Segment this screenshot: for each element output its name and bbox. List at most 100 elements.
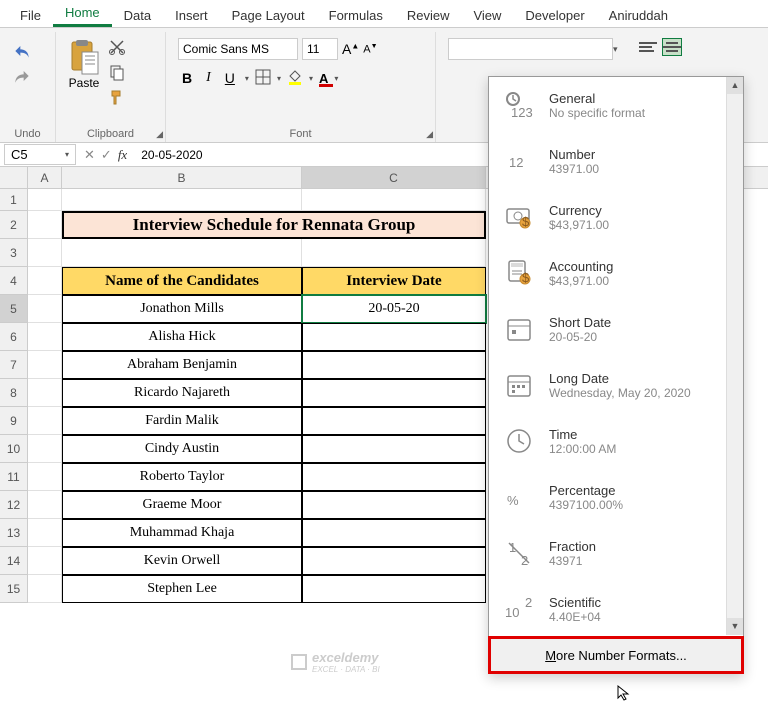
row-header[interactable]: 5 [0, 295, 28, 323]
name-box-dropdown-icon[interactable]: ▾ [65, 150, 69, 159]
num-format-number[interactable]: 12Number43971.00 [489, 133, 743, 189]
decrease-font-icon[interactable]: A▼ [363, 43, 377, 56]
scroll-up-icon[interactable]: ▲ [727, 77, 743, 94]
num-format-time[interactable]: Time12:00:00 AM [489, 413, 743, 469]
cell[interactable] [28, 295, 62, 323]
italic-button[interactable]: I [202, 68, 215, 88]
header-date[interactable]: Interview Date [302, 267, 486, 295]
cell[interactable] [28, 189, 62, 211]
cell[interactable] [28, 519, 62, 547]
row-header[interactable]: 15 [0, 575, 28, 603]
tab-data[interactable]: Data [112, 4, 163, 27]
cell[interactable] [28, 323, 62, 351]
row-header[interactable]: 12 [0, 491, 28, 519]
interview-date[interactable] [302, 491, 486, 519]
font-name-input[interactable] [178, 38, 298, 60]
cut-icon[interactable] [108, 38, 126, 59]
candidate-name[interactable]: Stephen Lee [62, 575, 302, 603]
fill-color-icon[interactable] [287, 69, 303, 88]
cell[interactable] [28, 435, 62, 463]
cell[interactable] [28, 379, 62, 407]
cell[interactable] [28, 491, 62, 519]
tab-page-layout[interactable]: Page Layout [220, 4, 317, 27]
bold-button[interactable]: B [178, 68, 196, 88]
align-middle-icon[interactable] [662, 38, 682, 56]
borders-icon[interactable] [255, 69, 271, 88]
cell[interactable] [62, 239, 302, 267]
row-header[interactable]: 3 [0, 239, 28, 267]
copy-icon[interactable] [108, 63, 126, 84]
font-color-dropdown-icon[interactable]: ▾ [334, 74, 338, 83]
candidate-name[interactable]: Roberto Taylor [62, 463, 302, 491]
num-format-percent[interactable]: %Percentage4397100.00% [489, 469, 743, 525]
scroll-down-icon[interactable]: ▼ [727, 618, 743, 635]
underline-dropdown-icon[interactable]: ▾ [245, 74, 249, 83]
col-header-a[interactable]: A [28, 167, 62, 188]
select-all-corner[interactable] [0, 167, 28, 188]
row-header[interactable]: 14 [0, 547, 28, 575]
number-format-input[interactable] [449, 40, 612, 58]
interview-date[interactable] [302, 407, 486, 435]
number-format-dropdown-icon[interactable]: ▾ [612, 44, 618, 55]
candidate-name[interactable]: Ricardo Najareth [62, 379, 302, 407]
cell[interactable] [302, 189, 486, 211]
interview-date[interactable] [302, 547, 486, 575]
row-header[interactable]: 2 [0, 211, 28, 239]
row-header[interactable]: 6 [0, 323, 28, 351]
row-header[interactable]: 7 [0, 351, 28, 379]
underline-button[interactable]: U [221, 68, 239, 88]
num-format-shortdate[interactable]: Short Date20-05-20 [489, 301, 743, 357]
borders-dropdown-icon[interactable]: ▾ [277, 74, 281, 83]
fx-icon[interactable]: fx [118, 147, 127, 163]
tab-file[interactable]: File [8, 4, 53, 27]
interview-date[interactable] [302, 435, 486, 463]
col-header-c[interactable]: C [302, 167, 486, 188]
row-header[interactable]: 11 [0, 463, 28, 491]
header-name[interactable]: Name of the Candidates [62, 267, 302, 295]
row-header[interactable]: 13 [0, 519, 28, 547]
num-format-accounting[interactable]: $Accounting$43,971.00 [489, 245, 743, 301]
name-box[interactable]: C5 ▾ [4, 144, 76, 165]
tab-home[interactable]: Home [53, 1, 112, 27]
clipboard-dialog-launcher[interactable]: ◢ [156, 129, 163, 140]
num-format-scientific[interactable]: 102Scientific4.40E+04 [489, 581, 743, 637]
candidate-name[interactable]: Kevin Orwell [62, 547, 302, 575]
cell[interactable] [28, 267, 62, 295]
candidate-name[interactable]: Jonathon Mills [62, 295, 302, 323]
cell[interactable] [302, 239, 486, 267]
row-header[interactable]: 9 [0, 407, 28, 435]
candidate-name[interactable]: Graeme Moor [62, 491, 302, 519]
tab-formulas[interactable]: Formulas [317, 4, 395, 27]
interview-date[interactable]: 20-05-20 [302, 295, 486, 323]
num-format-general[interactable]: 123GeneralNo specific format [489, 77, 743, 133]
row-header[interactable]: 4 [0, 267, 28, 295]
num-format-longdate[interactable]: Long DateWednesday, May 20, 2020 [489, 357, 743, 413]
dropdown-scrollbar[interactable]: ▲ ▼ [726, 77, 743, 635]
format-painter-icon[interactable] [108, 88, 126, 109]
interview-date[interactable] [302, 379, 486, 407]
tab-developer[interactable]: Developer [513, 4, 596, 27]
cell[interactable] [28, 239, 62, 267]
row-header[interactable]: 8 [0, 379, 28, 407]
num-format-fraction[interactable]: 12Fraction43971 [489, 525, 743, 581]
tab-view[interactable]: View [461, 4, 513, 27]
fill-color-dropdown-icon[interactable]: ▾ [309, 74, 313, 83]
title-cell[interactable]: Interview Schedule for Rennata Group [62, 211, 486, 239]
cell[interactable] [28, 351, 62, 379]
cell[interactable] [28, 407, 62, 435]
candidate-name[interactable]: Muhammad Khaja [62, 519, 302, 547]
paste-button[interactable]: Paste [64, 34, 104, 94]
interview-date[interactable] [302, 351, 486, 379]
interview-date[interactable] [302, 323, 486, 351]
cancel-formula-icon[interactable]: ✕ [84, 147, 95, 163]
increase-font-icon[interactable]: A▲ [342, 41, 359, 57]
candidate-name[interactable]: Abraham Benjamin [62, 351, 302, 379]
cell[interactable] [28, 547, 62, 575]
align-top-icon[interactable] [638, 38, 658, 56]
row-header[interactable]: 1 [0, 189, 28, 211]
candidate-name[interactable]: Alisha Hick [62, 323, 302, 351]
cell[interactable] [28, 575, 62, 603]
cell[interactable] [62, 189, 302, 211]
cell[interactable] [28, 211, 62, 239]
font-size-input[interactable] [302, 38, 338, 60]
